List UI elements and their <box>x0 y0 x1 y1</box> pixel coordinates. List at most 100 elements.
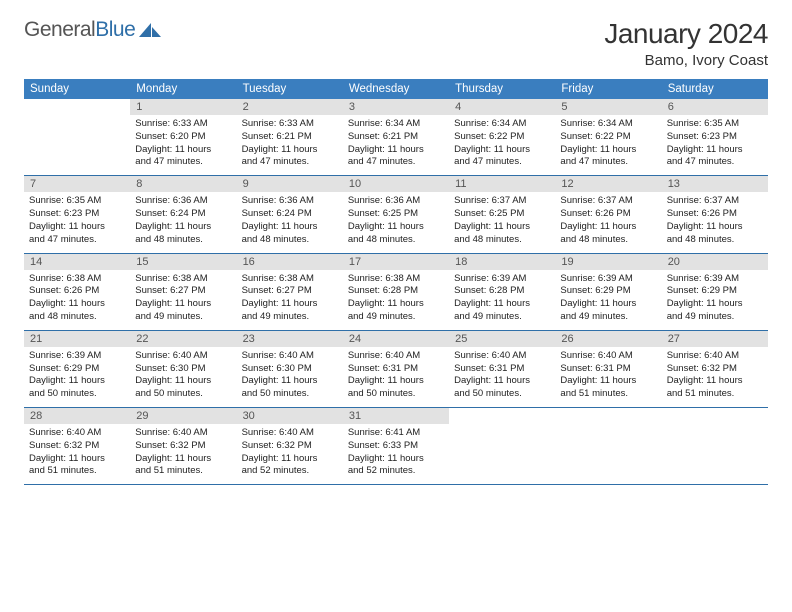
day-number <box>555 408 661 424</box>
day-line: Sunrise: 6:35 AM <box>667 118 763 131</box>
day-line: Sunset: 6:24 PM <box>242 208 338 221</box>
day-line: and 50 minutes. <box>29 388 125 401</box>
day-line: Sunset: 6:28 PM <box>454 285 550 298</box>
day-line: Daylight: 11 hours <box>560 221 656 234</box>
calendar-cell: 25Sunrise: 6:40 AMSunset: 6:31 PMDayligh… <box>449 330 555 407</box>
day-line: and 48 minutes. <box>135 234 231 247</box>
day-number: 4 <box>449 99 555 115</box>
day-number: 21 <box>24 331 130 347</box>
day-line: Sunrise: 6:35 AM <box>29 195 125 208</box>
day-line: and 47 minutes. <box>667 156 763 169</box>
day-line: Sunrise: 6:39 AM <box>454 273 550 286</box>
day-number: 30 <box>237 408 343 424</box>
day-line: Sunrise: 6:40 AM <box>667 350 763 363</box>
day-header: Thursday <box>449 79 555 99</box>
calendar-week: 28Sunrise: 6:40 AMSunset: 6:32 PMDayligh… <box>24 408 768 485</box>
day-line: Daylight: 11 hours <box>242 375 338 388</box>
calendar-cell <box>24 99 130 176</box>
calendar-cell: 21Sunrise: 6:39 AMSunset: 6:29 PMDayligh… <box>24 330 130 407</box>
calendar-cell <box>555 408 661 485</box>
calendar-cell: 26Sunrise: 6:40 AMSunset: 6:31 PMDayligh… <box>555 330 661 407</box>
day-body <box>662 424 768 482</box>
day-header: Friday <box>555 79 661 99</box>
calendar-cell: 12Sunrise: 6:37 AMSunset: 6:26 PMDayligh… <box>555 176 661 253</box>
calendar-cell: 22Sunrise: 6:40 AMSunset: 6:30 PMDayligh… <box>130 330 236 407</box>
day-line: Daylight: 11 hours <box>242 453 338 466</box>
calendar-week: 14Sunrise: 6:38 AMSunset: 6:26 PMDayligh… <box>24 253 768 330</box>
day-body: Sunrise: 6:38 AMSunset: 6:26 PMDaylight:… <box>24 270 130 330</box>
day-body: Sunrise: 6:39 AMSunset: 6:29 PMDaylight:… <box>662 270 768 330</box>
day-number: 23 <box>237 331 343 347</box>
day-line: Sunset: 6:20 PM <box>135 131 231 144</box>
day-line: Sunrise: 6:41 AM <box>348 427 444 440</box>
calendar-cell: 31Sunrise: 6:41 AMSunset: 6:33 PMDayligh… <box>343 408 449 485</box>
day-header: Tuesday <box>237 79 343 99</box>
day-number: 24 <box>343 331 449 347</box>
day-body: Sunrise: 6:37 AMSunset: 6:25 PMDaylight:… <box>449 192 555 252</box>
day-line: Sunset: 6:22 PM <box>560 131 656 144</box>
day-body: Sunrise: 6:36 AMSunset: 6:25 PMDaylight:… <box>343 192 449 252</box>
calendar-cell: 18Sunrise: 6:39 AMSunset: 6:28 PMDayligh… <box>449 253 555 330</box>
day-header: Sunday <box>24 79 130 99</box>
calendar-cell: 15Sunrise: 6:38 AMSunset: 6:27 PMDayligh… <box>130 253 236 330</box>
day-line: Sunrise: 6:36 AM <box>242 195 338 208</box>
day-line: Sunrise: 6:40 AM <box>242 350 338 363</box>
day-line: and 51 minutes. <box>135 465 231 478</box>
day-line: Daylight: 11 hours <box>454 375 550 388</box>
brand-part2: Blue <box>95 18 135 41</box>
brand-logo: GeneralBlue <box>24 18 163 42</box>
day-body: Sunrise: 6:40 AMSunset: 6:32 PMDaylight:… <box>130 424 236 484</box>
day-number: 27 <box>662 331 768 347</box>
day-line: Daylight: 11 hours <box>29 298 125 311</box>
day-header: Monday <box>130 79 236 99</box>
day-line: Daylight: 11 hours <box>560 375 656 388</box>
brand-part1: General <box>24 18 95 41</box>
calendar-cell: 1Sunrise: 6:33 AMSunset: 6:20 PMDaylight… <box>130 99 236 176</box>
day-line: Sunrise: 6:40 AM <box>29 427 125 440</box>
day-body: Sunrise: 6:39 AMSunset: 6:29 PMDaylight:… <box>555 270 661 330</box>
day-number <box>24 99 130 115</box>
day-line: and 49 minutes. <box>454 311 550 324</box>
calendar-cell: 11Sunrise: 6:37 AMSunset: 6:25 PMDayligh… <box>449 176 555 253</box>
day-line: Sunrise: 6:40 AM <box>454 350 550 363</box>
day-body: Sunrise: 6:37 AMSunset: 6:26 PMDaylight:… <box>555 192 661 252</box>
day-number: 28 <box>24 408 130 424</box>
day-body <box>24 115 130 173</box>
header-row: GeneralBlue January 2024 Bamo, Ivory Coa… <box>24 18 768 69</box>
day-number: 29 <box>130 408 236 424</box>
day-line: Daylight: 11 hours <box>560 298 656 311</box>
day-line: and 51 minutes. <box>560 388 656 401</box>
calendar-table: SundayMondayTuesdayWednesdayThursdayFrid… <box>24 79 768 485</box>
day-number: 10 <box>343 176 449 192</box>
day-line: and 49 minutes. <box>242 311 338 324</box>
day-number: 11 <box>449 176 555 192</box>
day-line: Sunrise: 6:34 AM <box>454 118 550 131</box>
day-line: and 51 minutes. <box>29 465 125 478</box>
day-body: Sunrise: 6:40 AMSunset: 6:31 PMDaylight:… <box>343 347 449 407</box>
day-body: Sunrise: 6:40 AMSunset: 6:30 PMDaylight:… <box>237 347 343 407</box>
day-header: Saturday <box>662 79 768 99</box>
day-number: 15 <box>130 254 236 270</box>
day-line: Daylight: 11 hours <box>135 375 231 388</box>
day-line: and 49 minutes. <box>667 311 763 324</box>
calendar-cell: 7Sunrise: 6:35 AMSunset: 6:23 PMDaylight… <box>24 176 130 253</box>
day-body: Sunrise: 6:38 AMSunset: 6:27 PMDaylight:… <box>237 270 343 330</box>
calendar-body: 1Sunrise: 6:33 AMSunset: 6:20 PMDaylight… <box>24 99 768 485</box>
day-line: Sunrise: 6:36 AM <box>135 195 231 208</box>
title-block: January 2024 Bamo, Ivory Coast <box>604 18 768 69</box>
calendar-cell: 28Sunrise: 6:40 AMSunset: 6:32 PMDayligh… <box>24 408 130 485</box>
day-number: 13 <box>662 176 768 192</box>
day-body: Sunrise: 6:38 AMSunset: 6:28 PMDaylight:… <box>343 270 449 330</box>
calendar-week: 1Sunrise: 6:33 AMSunset: 6:20 PMDaylight… <box>24 99 768 176</box>
calendar-cell: 30Sunrise: 6:40 AMSunset: 6:32 PMDayligh… <box>237 408 343 485</box>
day-line: and 50 minutes. <box>454 388 550 401</box>
day-number: 31 <box>343 408 449 424</box>
day-body <box>449 424 555 482</box>
calendar-cell: 24Sunrise: 6:40 AMSunset: 6:31 PMDayligh… <box>343 330 449 407</box>
day-line: Sunset: 6:30 PM <box>242 363 338 376</box>
day-line: Sunrise: 6:40 AM <box>135 427 231 440</box>
day-number: 2 <box>237 99 343 115</box>
day-number: 8 <box>130 176 236 192</box>
day-line: and 48 minutes. <box>560 234 656 247</box>
day-body: Sunrise: 6:40 AMSunset: 6:32 PMDaylight:… <box>24 424 130 484</box>
